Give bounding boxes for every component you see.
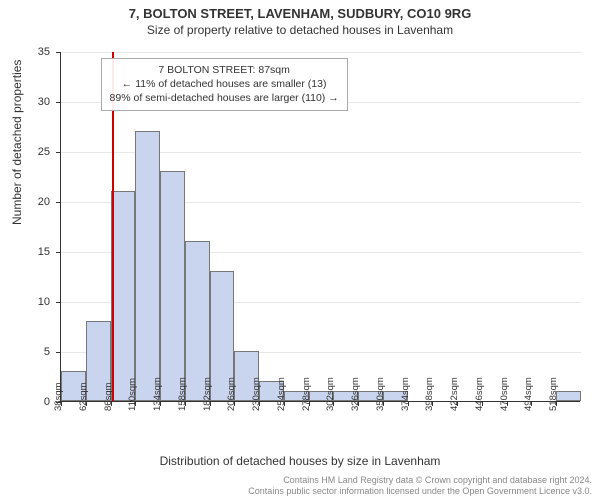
xtick-label: 302sqm (325, 377, 336, 411)
chart-container: 7, BOLTON STREET, LAVENHAM, SUDBURY, CO1… (0, 0, 600, 500)
ytick-mark (56, 302, 61, 303)
xtick-label: 158sqm (177, 377, 188, 411)
footer-line-2: Contains public sector information licen… (248, 486, 592, 497)
xtick-label: 230sqm (251, 377, 262, 411)
ytick-mark (56, 52, 61, 53)
ytick-label: 25 (0, 146, 50, 158)
xtick-label: 62sqm (78, 382, 89, 411)
footer-note: Contains HM Land Registry data © Crown c… (248, 475, 592, 498)
ytick-label: 5 (0, 346, 50, 358)
xtick-label: 278sqm (301, 377, 312, 411)
page-subtitle: Size of property relative to detached ho… (0, 21, 600, 37)
ytick-label: 35 (0, 46, 50, 58)
xtick-label: 326sqm (350, 377, 361, 411)
ytick-label: 20 (0, 196, 50, 208)
xtick-label: 110sqm (127, 378, 138, 411)
xtick-label: 494sqm (523, 377, 534, 411)
plot-wrap: 38sqm62sqm86sqm110sqm134sqm158sqm182sqm2… (60, 52, 580, 402)
xtick-label: 446sqm (474, 377, 485, 411)
ytick-label: 30 (0, 96, 50, 108)
xtick-label: 134sqm (152, 377, 163, 411)
xtick-label: 206sqm (226, 377, 237, 411)
xtick-label: 182sqm (202, 377, 213, 411)
histogram-bar (135, 131, 160, 401)
histogram-bar (160, 171, 185, 401)
annotation-box: 7 BOLTON STREET: 87sqm ← 11% of detached… (101, 58, 348, 111)
annotation-line-2: ← 11% of detached houses are smaller (13… (110, 77, 339, 91)
xtick-label: 254sqm (276, 377, 287, 411)
xtick-label: 350sqm (375, 377, 386, 411)
xtick-label: 470sqm (499, 377, 510, 411)
xtick-label: 422sqm (449, 377, 460, 411)
ytick-mark (56, 202, 61, 203)
ytick-mark (56, 252, 61, 253)
ytick-mark (56, 152, 61, 153)
histogram-bar (111, 191, 136, 401)
ytick-mark (56, 102, 61, 103)
page-title: 7, BOLTON STREET, LAVENHAM, SUDBURY, CO1… (0, 0, 600, 21)
x-axis-label: Distribution of detached houses by size … (0, 454, 600, 468)
ytick-label: 0 (0, 396, 50, 408)
xtick-label: 374sqm (400, 377, 411, 411)
footer-line-1: Contains HM Land Registry data © Crown c… (248, 475, 592, 486)
xtick-label: 398sqm (424, 377, 435, 411)
annotation-line-1: 7 BOLTON STREET: 87sqm (110, 63, 339, 77)
ytick-mark (56, 352, 61, 353)
annotation-line-3: 89% of semi-detached houses are larger (… (110, 91, 339, 105)
histogram-bar (556, 391, 581, 401)
gridline (61, 52, 581, 53)
xtick-label: 518sqm (548, 377, 559, 411)
ytick-label: 15 (0, 246, 50, 258)
xtick-label: 38sqm (53, 382, 64, 411)
ytick-label: 10 (0, 296, 50, 308)
